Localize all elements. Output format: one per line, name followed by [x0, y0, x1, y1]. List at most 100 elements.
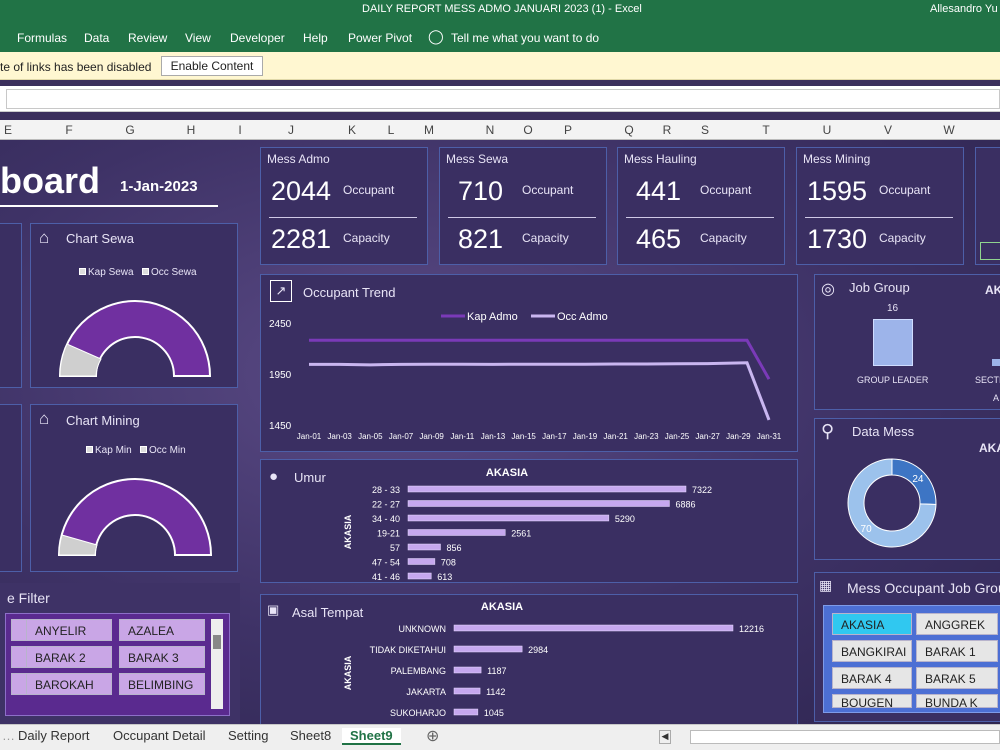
legend-swatch-icon [86, 446, 93, 453]
asal-title: Asal Tempat [292, 605, 364, 620]
enable-content-button[interactable]: Enable Content [161, 56, 263, 76]
bar [407, 543, 441, 551]
formula-bar [0, 86, 1000, 112]
col-header[interactable]: F [65, 123, 73, 137]
col-header[interactable]: Q [624, 123, 634, 137]
col-header[interactable]: N [485, 123, 495, 137]
sheet-tab-active[interactable]: Sheet9 [342, 728, 401, 745]
bar-value-label: 7322 [692, 485, 712, 495]
trend-chart-icon: ↗ [270, 280, 292, 302]
col-header[interactable]: I [238, 123, 242, 137]
legend-swatch-icon [79, 268, 86, 275]
slicer-item[interactable]: AZALEA [119, 619, 205, 641]
slicer-item[interactable]: BAROKAH [26, 673, 112, 695]
filter-panel: e Filter ANYELIR AZALEA BARAK 2 BARAK 3 … [0, 583, 240, 724]
tab-formulas[interactable]: Formulas [17, 31, 68, 45]
col-header[interactable]: U [822, 123, 832, 137]
col-header[interactable]: M [424, 123, 434, 137]
bar-category-label: JAKARTA [406, 687, 446, 697]
tab-scroll-left-icon[interactable]: … [2, 728, 15, 743]
formula-input[interactable] [6, 89, 1000, 109]
filter-slicer: ANYELIR AZALEA BARAK 2 BARAK 3 BAROKAH B… [5, 613, 230, 716]
kpi-card-mess-mining: Mess Mining 1595 Occupant 1730 Capacity [796, 147, 964, 265]
col-header[interactable]: S [700, 123, 710, 137]
col-header[interactable]: R [662, 123, 672, 137]
col-header[interactable]: L [387, 123, 395, 137]
x-tick-label: Jan-21 [603, 432, 628, 441]
slicer-item[interactable]: BANGKIRAI [832, 640, 912, 662]
bar-value-label: 6886 [675, 500, 695, 510]
add-sheet-icon[interactable]: ⊕ [426, 728, 440, 745]
asal-bar-chart: AKASIA AKASIA UNKNOWN 12216 TIDAK DIKETAHUI 2… [343, 601, 764, 718]
sheet-tab[interactable]: Daily Report [18, 728, 90, 743]
slicer-scrollbar[interactable] [211, 619, 223, 709]
col-header[interactable]: V [883, 123, 893, 137]
slicer-item[interactable]: ANGGREK [916, 613, 998, 635]
mess-job-card: ▦ Mess Occupant Job Grou AKASIA ANGGREK … [814, 572, 1000, 722]
slicer-item[interactable]: ANYELIR [26, 619, 112, 641]
slicer-item[interactable]: BARAK 2 [26, 646, 112, 668]
window-title: DAILY REPORT MESS ADMO JANUARI 2023 (1) … [362, 3, 642, 15]
legend-label: Kap Admo [467, 311, 518, 323]
slicer-item[interactable]: BARAK 3 [119, 646, 205, 668]
sheet-tab[interactable]: Setting [228, 728, 269, 743]
donut-slice [847, 458, 937, 548]
bar-value-label: 12216 [739, 624, 764, 634]
bar [407, 529, 506, 536]
chart-sewa-legend: Kap Sewa Occ Sewa [79, 267, 197, 278]
scrollbar-thumb[interactable] [213, 635, 221, 649]
tab-power-pivot[interactable]: Power Pivot [348, 31, 413, 45]
col-header[interactable]: T [762, 123, 770, 137]
donut-value-label: 24 [912, 474, 924, 485]
tab-help[interactable]: Help [303, 31, 328, 45]
bar [407, 500, 670, 507]
house-icon: ⌂ [39, 228, 50, 247]
tab-review[interactable]: Review [128, 31, 168, 45]
slicer-item[interactable]: BUNDA K [916, 694, 998, 708]
occupant-trend-chart: 1450 1950 2450 Jan-01 Jan-03 Jan-05 Jan-07 Jan-… [269, 311, 782, 441]
kpi-capacity-label: Capacity [522, 231, 569, 245]
lightbulb-icon[interactable]: ◯ [428, 28, 444, 44]
kpi-occupant-label: Occupant [879, 183, 931, 197]
asal-card: ▣ Asal Tempat AKASIA AKASIA UNKNOWN 12216 TI… [260, 594, 798, 724]
slicer-item[interactable]: BOUGEN [832, 694, 912, 708]
tab-view[interactable]: View [185, 31, 211, 45]
col-header[interactable]: G [125, 123, 135, 137]
target-icon: ◎ [821, 281, 835, 298]
slicer-item[interactable]: BARAK 1 [916, 640, 998, 662]
col-header[interactable]: O [523, 123, 533, 137]
bar-category-label: SUKOHARJO [390, 708, 446, 718]
id-card-icon: ▣ [267, 602, 280, 617]
slicer-item[interactable]: BARAK 5 [916, 667, 998, 689]
sheet-tab[interactable]: Sheet8 [290, 728, 332, 743]
data-mess-right-label: AKA [979, 441, 1000, 455]
y-tick-label: 2450 [269, 319, 292, 330]
tell-me-input[interactable]: Tell me what you want to do [451, 31, 600, 45]
tab-data[interactable]: Data [84, 31, 110, 45]
chart-mining-legend: Kap Min Occ Min [86, 445, 186, 456]
kpi-card-mess-hauling: Mess Hauling 441 Occupant 465 Capacity [617, 147, 785, 265]
horizontal-scrollbar[interactable] [690, 730, 1000, 744]
sheet-tab[interactable]: Occupant Detail [113, 728, 206, 743]
col-header[interactable]: H [186, 123, 196, 137]
slicer-item[interactable]: BARAK 4 [832, 667, 912, 689]
col-header[interactable]: E [3, 123, 13, 137]
slicer-item[interactable]: BELIMBING [119, 673, 205, 695]
chart-mining-card: ⌂ Chart Mining Kap Min Occ Min [30, 404, 238, 572]
col-header[interactable]: K [347, 123, 357, 137]
col-header[interactable]: P [563, 123, 573, 137]
slicer-item-selected[interactable]: AKASIA [832, 613, 912, 635]
user-name[interactable]: Allesandro Yu [930, 3, 998, 15]
chart-sewa-card: ⌂ Chart Sewa Kap Sewa Occ Sewa [30, 223, 238, 388]
col-header[interactable]: J [288, 123, 294, 137]
scroll-left-icon[interactable]: ◀ [659, 730, 671, 744]
kpi-divider [448, 217, 596, 218]
tab-developer[interactable]: Developer [230, 31, 285, 45]
x-tick-label: Jan-27 [695, 432, 720, 441]
trend-series-line [309, 338, 771, 380]
x-tick-label: Jan-19 [573, 432, 598, 441]
bar-value-label: 856 [447, 543, 462, 553]
col-header[interactable]: W [943, 123, 955, 137]
sheet-tab-bar: … Daily Report Occupant Detail Setting S… [0, 724, 1000, 750]
kpi-divider [805, 217, 953, 218]
